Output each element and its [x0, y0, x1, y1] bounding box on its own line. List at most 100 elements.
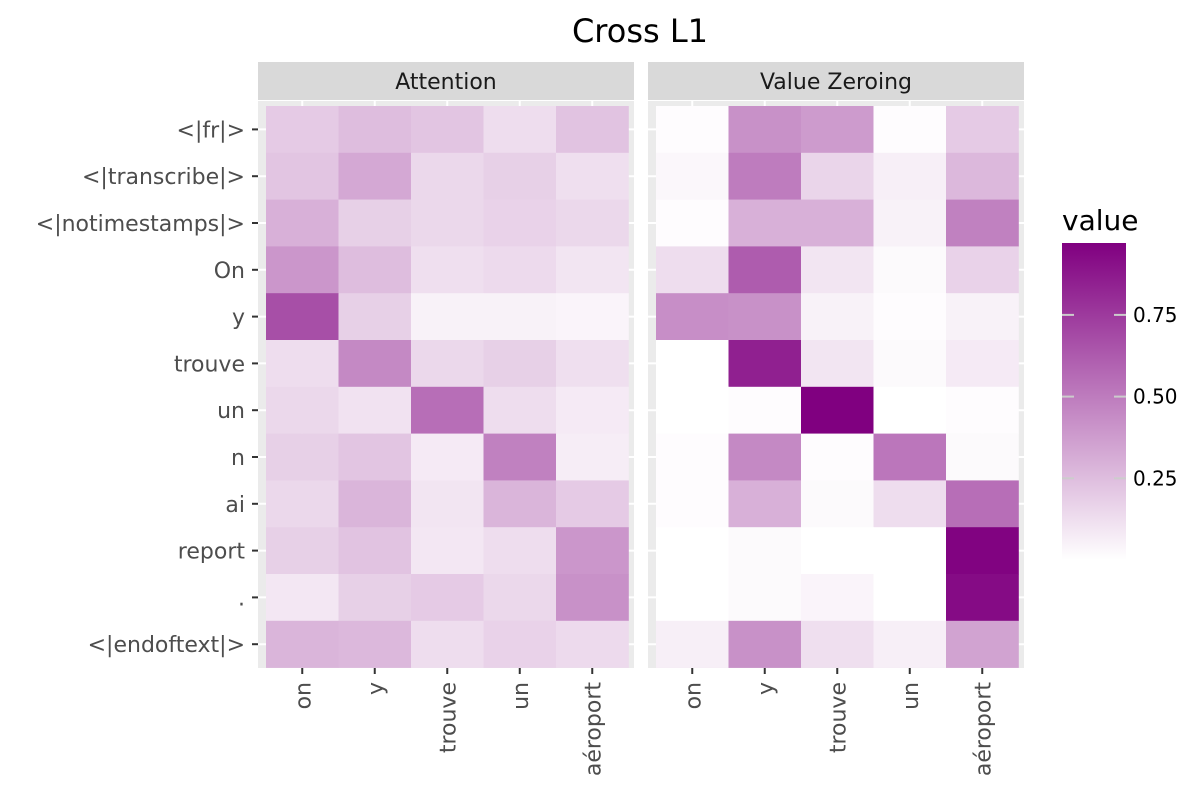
- heatmap-cell: [556, 340, 629, 388]
- heatmap-cell: [873, 199, 947, 247]
- heatmap-cell: [338, 574, 412, 622]
- heatmap-cell: [656, 386, 729, 434]
- heatmap-cell: [728, 199, 802, 247]
- x-tick-label: aéroport: [581, 682, 606, 777]
- heatmap-cell: [946, 340, 1019, 388]
- heatmap-cell: [411, 106, 484, 154]
- y-tick-label: un: [217, 399, 245, 424]
- y-tick-label: n: [231, 446, 245, 471]
- y-tick-label: <|notimestamps|>: [36, 212, 245, 237]
- heatmap-cell: [338, 620, 412, 668]
- heatmap-cell: [801, 246, 874, 294]
- heatmap-cell: [411, 527, 484, 575]
- heatmap-cell: [411, 433, 484, 481]
- heatmap-cell: [656, 480, 729, 528]
- heatmap-cell: [728, 106, 802, 154]
- heatmap-cell: [266, 620, 339, 668]
- heatmap-cell: [556, 293, 629, 341]
- heatmap-cell: [266, 574, 339, 622]
- heatmap-cell: [483, 106, 557, 154]
- heatmap-cell: [728, 293, 802, 341]
- heatmap-cell: [873, 480, 947, 528]
- x-tick-label: y: [364, 682, 389, 695]
- heatmap-cell: [873, 620, 947, 668]
- heatmap-cell: [266, 340, 339, 388]
- heatmap-cell: [728, 433, 802, 481]
- heatmap-cell: [946, 386, 1019, 434]
- heatmap-cell: [946, 433, 1019, 481]
- y-tick-label: .: [238, 586, 245, 611]
- heatmap-cell: [801, 106, 874, 154]
- heatmap-cell: [656, 340, 729, 388]
- heatmap-cell: [873, 386, 947, 434]
- y-tick-label: report: [178, 540, 246, 565]
- heatmap-cell: [873, 340, 947, 388]
- y-tick-label: <|transcribe|>: [82, 165, 245, 190]
- heatmap-cell: [873, 574, 947, 622]
- legend-colorbar: [1062, 243, 1126, 560]
- heatmap-cell: [338, 433, 412, 481]
- y-tick-label: trouve: [174, 352, 245, 377]
- legend-tick-label: 0.50: [1133, 385, 1178, 409]
- heatmap-cell: [556, 199, 629, 247]
- heatmap-cell: [338, 152, 412, 200]
- heatmap-cell: [728, 386, 802, 434]
- facet-strip-label: Attention: [395, 70, 497, 95]
- heatmap-cell: [483, 293, 557, 341]
- y-tick-label: ai: [225, 493, 245, 518]
- facet-panel: Value Zeroing on y trouve un aéroport: [648, 62, 1024, 776]
- x-tick-label: aéroport: [971, 682, 996, 777]
- y-tick-label: <|fr|>: [177, 118, 245, 143]
- heatmap-cell: [946, 293, 1019, 341]
- heatmap-cell: [266, 246, 339, 294]
- heatmap-cell: [656, 293, 729, 341]
- heatmap-cell: [801, 152, 874, 200]
- heatmap-cell: [656, 106, 729, 154]
- heatmap-cell: [411, 246, 484, 294]
- heatmap-cell: [483, 574, 557, 622]
- heatmap-cell: [556, 106, 629, 154]
- heatmap-cell: [266, 433, 339, 481]
- heatmap-cell: [556, 386, 629, 434]
- facet-strip: [648, 62, 1024, 100]
- facet-strip-label: Value Zeroing: [760, 70, 912, 95]
- heatmap-cell: [946, 199, 1019, 247]
- y-tick-label: On: [214, 259, 245, 284]
- heatmap-cell: [266, 199, 339, 247]
- chart-title: Cross L1: [572, 12, 708, 50]
- heatmap-cell: [556, 480, 629, 528]
- heatmap-cell: [338, 246, 412, 294]
- heatmap-cell: [946, 620, 1019, 668]
- legend-tick-label: 0.75: [1133, 303, 1178, 327]
- heatmap-cell: [411, 152, 484, 200]
- y-tick-label: <|endoftext|>: [88, 633, 245, 658]
- heatmap-cell: [946, 574, 1019, 622]
- heatmap-cell: [483, 433, 557, 481]
- y-tick-label: y: [232, 306, 245, 331]
- heatmap-cell: [656, 620, 729, 668]
- heatmap-cell: [728, 527, 802, 575]
- x-tick-label: on: [681, 682, 706, 709]
- heatmap-cell: [483, 480, 557, 528]
- heatmap-cell: [483, 199, 557, 247]
- heatmap-cell: [873, 246, 947, 294]
- heatmap-cell: [338, 480, 412, 528]
- legend-tick-label: 0.25: [1133, 466, 1178, 490]
- heatmap-cell: [801, 527, 874, 575]
- x-tick-label: y: [754, 682, 779, 695]
- x-tick-label: on: [291, 682, 316, 709]
- heatmap-cell: [873, 106, 947, 154]
- heatmap-cell: [556, 527, 629, 575]
- heatmap-cell: [873, 293, 947, 341]
- heatmap-cell: [946, 480, 1019, 528]
- heatmap-cell: [266, 106, 339, 154]
- heatmap-cell: [338, 386, 412, 434]
- heatmap-cell: [556, 620, 629, 668]
- heatmap-cell: [411, 293, 484, 341]
- heatmap-cell: [656, 199, 729, 247]
- heatmap-cell: [483, 246, 557, 294]
- heatmap-cell: [873, 433, 947, 481]
- heatmap-cell: [556, 433, 629, 481]
- x-tick-label: un: [899, 682, 924, 710]
